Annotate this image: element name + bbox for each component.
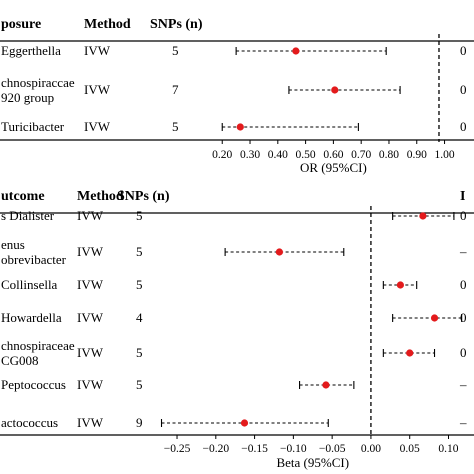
panel1-row1-snps: 5 [172,43,179,58]
panel2-tick-label-7: 0.05 [400,443,420,455]
panel1-tick-label-8: 0.90 [407,149,427,161]
panel2-row2-label-line2: obrevibacter [1,252,67,267]
panel2-row7-label: actococcus [1,415,58,430]
panel2-row7-right-value: – [459,415,467,430]
panel2-row1-right-value: 0 [460,208,467,223]
panel2-row5-snps: 5 [136,345,143,360]
panel1-row2-point-estimate [331,86,339,94]
panel1-row3-label: Turicibacter [1,119,65,134]
panel2-row7-point-estimate [240,419,249,427]
panel2-row1-snps: 5 [136,208,143,223]
panel2-header-snps: SNPs (n) [117,189,170,204]
panel2-row3-right-value: 0 [460,277,467,292]
panel2-row5-point-estimate [406,349,414,357]
panel2-tick-label-3: −0.15 [241,443,268,455]
panel1-row1-point-estimate [292,47,300,55]
panel2-row2-snps: 5 [136,244,143,259]
panel2-row3-method: IVW [77,277,104,292]
panel2-row2-label-line1: enus [1,237,25,252]
panel2-x-axis-label: Beta (95%CI) [276,455,349,470]
panel2-row7-snps: 9 [136,415,143,430]
panel2-row4-snps: 4 [136,310,143,325]
panel1-row3-right-value: 0 [460,119,467,134]
panel2-header-right: I [460,189,465,204]
panel2-row2-point-estimate [275,248,284,256]
panel1-tick-label-5: 0.60 [323,149,343,161]
panel1-tick-label-2: 0.30 [240,149,260,161]
panel1-row2-label-line1: chnospiraccae [1,75,75,90]
panel2-tick-label-8: 0.10 [438,443,458,455]
panel2-row2-method: IVW [77,244,104,259]
panel2-row1-point-estimate [419,212,427,220]
panel2-row4-label: Howardella [1,310,62,325]
panel2-row6-right-value: – [459,377,467,392]
panel1-row2-label-line2: 920 group [1,90,54,105]
panel2-tick-label-4: −0.10 [280,443,307,455]
panel2-row6-method: IVW [77,377,104,392]
panel2-header-method: Method [77,189,124,204]
panel1-header-method: Method [84,17,131,32]
panel2-row5-method: IVW [77,345,104,360]
panel2-row3-snps: 5 [136,277,143,292]
panel2-row6-label: Peptococcus [1,377,66,392]
panel1-row1-right-value: 0 [460,43,467,58]
panel2-row1-method: IVW [77,208,104,223]
panel1-row1-method: IVW [84,43,111,58]
panel1-tick-label-4: 0.50 [296,149,316,161]
panel2-row4-point-estimate [430,314,439,322]
panel1-tick-label-1: 0.20 [212,149,232,161]
panel1-row3-method: IVW [84,119,111,134]
panel2-row6-point-estimate [322,381,330,389]
panel2-row4-right-value: 0 [460,310,467,325]
panel1-header-snps: SNPs (n) [150,17,203,32]
panel1-row3-snps: 5 [172,119,179,134]
panel2-row3-label: Collinsella [1,277,58,292]
panel2-row3-point-estimate [396,281,404,289]
panel1-header-label: posure [1,17,41,32]
panel2-tick-label-6: 0.00 [361,443,381,455]
panel1-row1-label: Eggerthella [1,43,61,58]
panel2-row1-label: s Dialister [1,208,55,223]
panel1-row2-method: IVW [84,82,111,97]
panel2-row7-method: IVW [77,415,104,430]
panel2-row6-snps: 5 [136,377,143,392]
panel1-tick-label-6: 0.70 [351,149,371,161]
panel1-row2-snps: 7 [172,82,179,97]
panel2-tick-label-5: −0.05 [319,443,346,455]
panel2-row5-label-line1: chnospiraceae [1,338,75,353]
panel2-tick-label-2: −0.20 [202,443,229,455]
panel2-row5-label-line2: CG008 [1,353,39,368]
panel1-row2-right-value: 0 [460,82,467,97]
panel2-row2-right-value: – [459,244,467,259]
panel2-row4-method: IVW [77,310,104,325]
panel1-tick-label-3: 0.40 [268,149,288,161]
panel1-row3-point-estimate [236,123,244,131]
panel2-header-label: utcome [1,189,45,204]
panel2-tick-label-1: −0.25 [164,443,191,455]
panel1-x-axis-label: OR (95%CI) [300,160,367,175]
panel1-tick-label-9: 1.00 [434,149,454,161]
panel2-row5-right-value: 0 [460,345,467,360]
panel1-tick-label-7: 0.80 [379,149,399,161]
